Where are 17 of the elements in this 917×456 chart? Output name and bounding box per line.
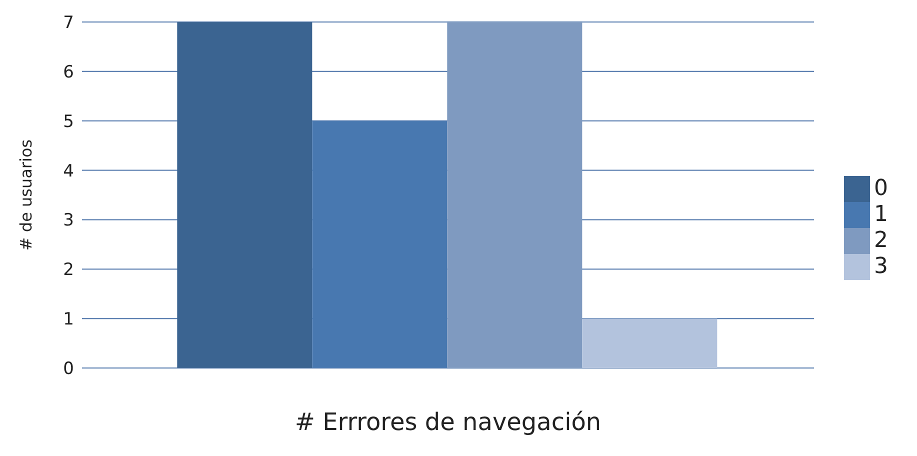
y-axis-title: # de usuarios [16,139,36,251]
bar [447,22,582,368]
y-tick-label: 6 [63,62,74,82]
legend-label: 2 [874,228,888,254]
bar [582,318,718,368]
y-tick-label: 7 [63,13,74,34]
legend-label: 3 [874,254,888,280]
y-tick-label: 3 [63,210,74,231]
y-tick-label: 2 [63,260,74,280]
y-tick-label: 0 [63,359,74,380]
legend-label: 1 [874,202,888,228]
y-tick-label: 1 [63,310,74,330]
x-axis-title: # Errrores de navegación [294,408,602,436]
legend-label: 0 [874,176,888,202]
bar [177,22,312,368]
y-tick-label: 4 [63,161,74,182]
y-tick-label: 5 [63,112,74,132]
